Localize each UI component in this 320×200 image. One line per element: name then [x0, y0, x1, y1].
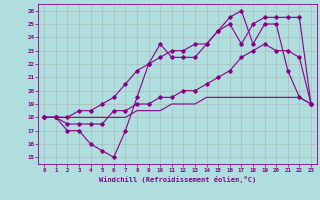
X-axis label: Windchill (Refroidissement éolien,°C): Windchill (Refroidissement éolien,°C) — [99, 176, 256, 183]
